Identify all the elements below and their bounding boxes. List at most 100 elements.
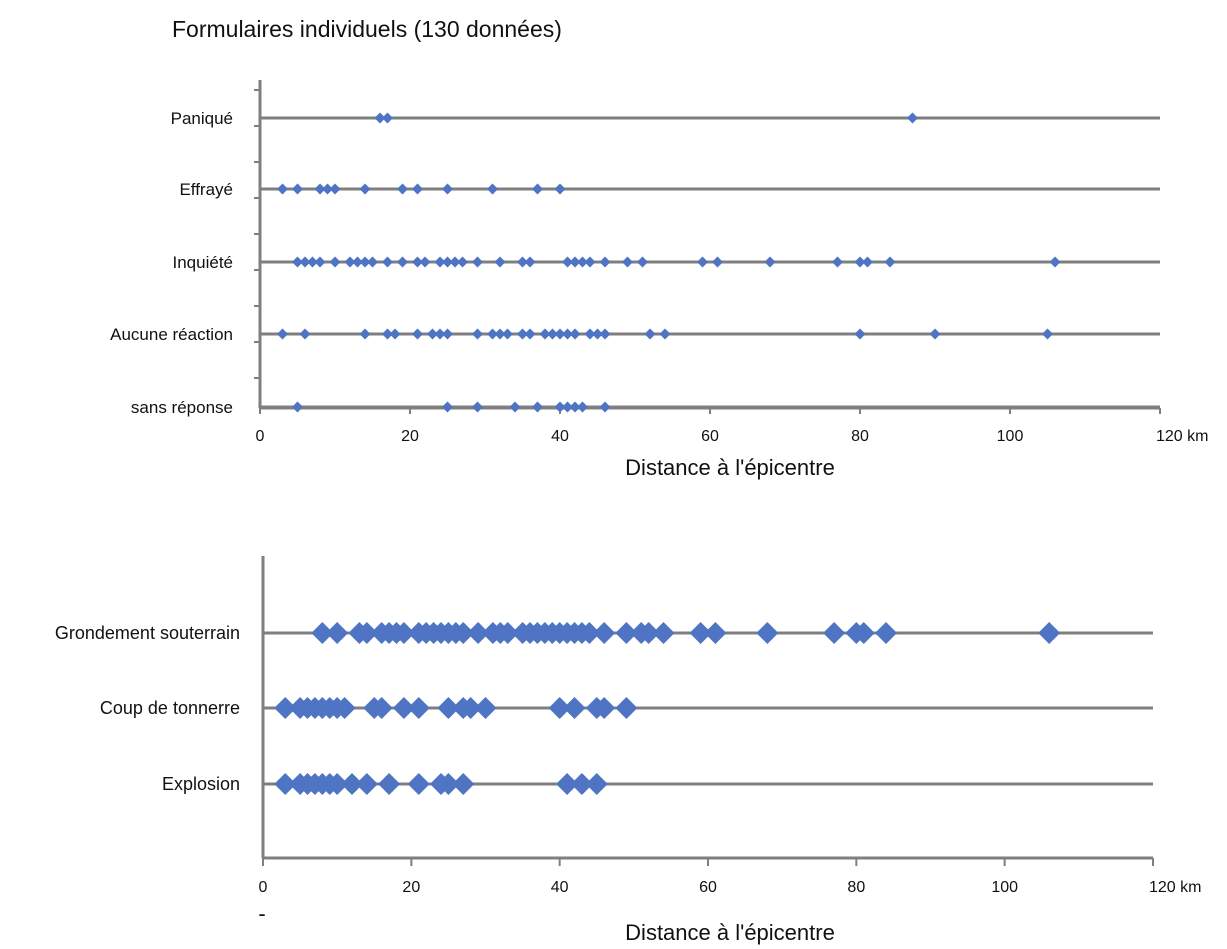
data-point-diamond (437, 773, 460, 795)
series-label: Coup de tonnerre (100, 698, 240, 718)
x-tick-label: 40 (551, 879, 569, 896)
series-row-inquiete: Inquiété (173, 253, 1160, 272)
data-point-diamond (472, 328, 483, 340)
data-point-diamond (355, 622, 378, 644)
data-point-diamond (577, 401, 588, 413)
data-point-diamond (307, 256, 318, 268)
data-point-diamond (854, 328, 866, 340)
data-point-diamond (577, 256, 588, 268)
data-point-diamond (459, 697, 482, 719)
data-point-diamond (449, 256, 461, 268)
data-point-diamond (442, 256, 453, 268)
data-point-diamond (442, 328, 453, 340)
data-point-diamond (382, 328, 393, 340)
data-point-diamond (556, 773, 579, 795)
data-point-diamond (474, 697, 497, 719)
data-point-diamond (452, 622, 475, 644)
data-point-diamond (578, 622, 601, 644)
x-tick-label: 120 km (1149, 879, 1201, 896)
data-point-diamond (487, 328, 498, 340)
data-point-diamond (434, 328, 446, 340)
data-point-diamond (412, 183, 423, 195)
data-point-diamond (554, 328, 566, 340)
data-point-diamond (929, 328, 941, 340)
data-point-diamond (562, 328, 573, 340)
series-row-effraye: Effrayé (179, 180, 1160, 199)
data-point-diamond (562, 256, 573, 268)
data-point-diamond (517, 256, 528, 268)
data-point-diamond (548, 697, 571, 719)
data-point-diamond (378, 773, 401, 795)
data-point-diamond (569, 256, 581, 268)
data-point-diamond (299, 256, 311, 268)
data-point-diamond (907, 112, 918, 124)
data-point-diamond (326, 622, 349, 644)
data-point-diamond (584, 328, 596, 340)
data-point-diamond (862, 256, 873, 268)
data-point-diamond (599, 328, 611, 340)
data-point-diamond (554, 183, 566, 195)
data-point-diamond (712, 256, 723, 268)
data-point-diamond (704, 622, 727, 644)
x-tick-label: 80 (851, 428, 869, 445)
data-point-diamond (652, 622, 675, 644)
data-point-diamond (884, 256, 896, 268)
data-point-diamond (593, 697, 616, 719)
x-tick-label: 40 (551, 428, 569, 445)
data-point-diamond (854, 256, 866, 268)
x-tick-label: 120 km (1156, 428, 1208, 445)
chart-panel-sounds: 0 20 40 60 80 100 120 km Distance à l'épicentre… (55, 556, 1201, 945)
data-point-diamond (467, 622, 490, 644)
x-axis-title: Distance à l'épicentre (625, 455, 835, 480)
data-point-diamond (637, 256, 648, 268)
data-point-diamond (457, 256, 468, 268)
chart-panel-reactions: 0 20 40 60 80 100 120 km Distance à l'épicentre… (110, 80, 1208, 480)
x-tick-label: 60 (701, 428, 719, 445)
data-point-diamond (584, 256, 596, 268)
data-point-diamond (333, 697, 356, 719)
series-label: Inquiété (173, 253, 234, 272)
data-point-diamond (419, 256, 431, 268)
series-label: Effrayé (179, 180, 233, 199)
x-axis-title: Distance à l'épicentre (625, 920, 835, 945)
data-point-diamond (341, 773, 363, 795)
data-point-diamond (427, 328, 438, 340)
data-point-diamond (382, 256, 393, 268)
footnote-mark: - (258, 901, 265, 926)
series-row-aucune-reaction: Aucune réaction (110, 325, 1160, 344)
data-point-diamond (374, 112, 386, 124)
data-point-diamond (524, 256, 536, 268)
data-point-diamond (392, 622, 415, 644)
data-point-diamond (569, 401, 581, 413)
data-point-diamond (344, 256, 356, 268)
data-point-diamond (563, 697, 586, 719)
data-point-diamond (412, 328, 423, 340)
series-label: Paniqué (171, 109, 233, 128)
x-tick-label: 80 (847, 879, 865, 896)
data-point-diamond (359, 328, 371, 340)
data-point-diamond (1042, 328, 1053, 340)
data-point-diamond (472, 401, 483, 413)
data-point-diamond (434, 256, 446, 268)
data-point-diamond (562, 401, 573, 413)
data-point-diamond (509, 401, 521, 413)
data-point-diamond (359, 183, 371, 195)
series-label: Aucune réaction (110, 325, 233, 344)
data-point-diamond (326, 773, 349, 795)
data-point-diamond (554, 401, 566, 413)
data-point-diamond (615, 622, 638, 644)
data-point-diamond (756, 622, 779, 644)
data-point-diamond (764, 256, 776, 268)
data-point-diamond (496, 622, 519, 644)
data-point-diamond (539, 328, 551, 340)
series-row-panique: Paniqué (171, 109, 1160, 128)
data-point-diamond (832, 256, 843, 268)
data-point-diamond (299, 328, 311, 340)
data-point-diamond (355, 773, 378, 795)
x-tick-label: 100 (997, 428, 1024, 445)
chart-title: Formulaires individuels (130 données) (172, 16, 562, 42)
data-point-diamond (311, 622, 334, 644)
data-point-diamond (407, 773, 430, 795)
data-point-diamond (852, 622, 875, 644)
data-point-diamond (367, 256, 378, 268)
